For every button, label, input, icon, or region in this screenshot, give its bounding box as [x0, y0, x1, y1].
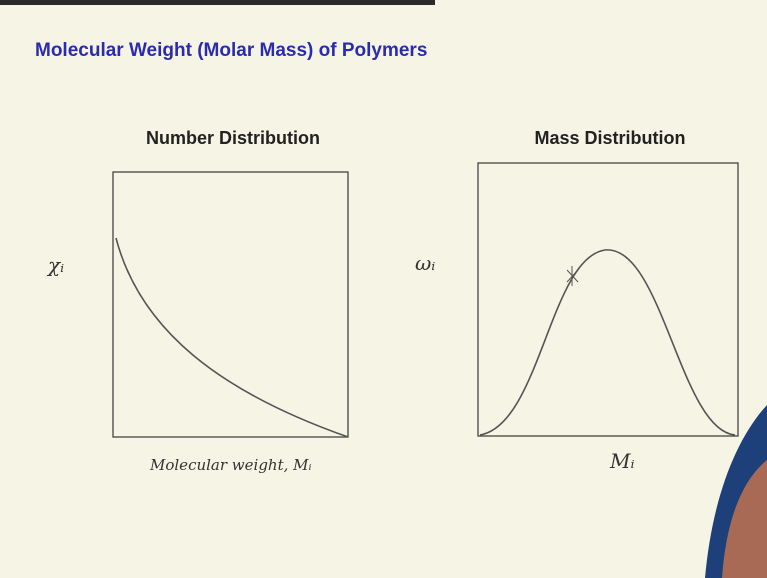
y-axis-label: χᵢ	[46, 253, 64, 277]
top-bar	[0, 0, 435, 5]
x-axis-label: Mᵢ	[609, 449, 635, 473]
page: Molecular Weight (Molar Mass) of Polymer…	[0, 0, 767, 578]
panel-heading: Mass Distribution	[534, 128, 685, 148]
slide-title: Molecular Weight (Molar Mass) of Polymer…	[35, 40, 427, 61]
background	[0, 0, 767, 578]
panel-heading: Number Distribution	[146, 128, 320, 148]
slide: Molecular Weight (Molar Mass) of Polymer…	[0, 0, 767, 578]
y-axis-label: ωᵢ	[415, 251, 435, 275]
x-axis-label: Molecular weight, Mᵢ	[149, 456, 312, 474]
